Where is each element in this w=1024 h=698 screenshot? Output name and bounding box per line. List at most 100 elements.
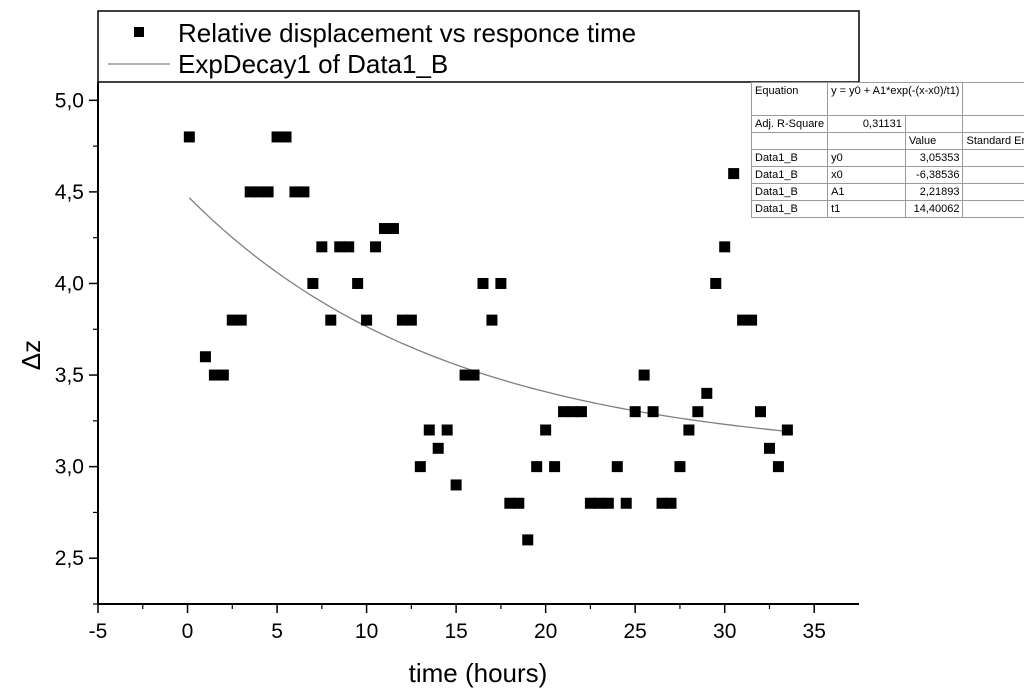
legend-marker-square	[134, 27, 144, 37]
data-point	[253, 186, 265, 198]
x-tick-label: 25	[623, 620, 646, 643]
fit-table-param: A1	[827, 183, 906, 201]
data-point	[325, 314, 337, 326]
data-point	[414, 461, 426, 473]
data-point	[755, 406, 767, 418]
fit-table-equation: y = y0 + A1*exp(-(x-x0)/t1)	[827, 82, 964, 116]
legend: Relative displacement vs responce time E…	[97, 10, 860, 83]
data-point	[737, 314, 749, 326]
x-tick-label: 5	[271, 620, 283, 643]
fit-table-empty-cell	[827, 132, 906, 150]
data-point	[495, 277, 507, 289]
fit-table-param: x0	[827, 166, 906, 184]
y-tick-label: 4,5	[55, 181, 84, 204]
data-point	[361, 314, 373, 326]
data-point	[692, 406, 704, 418]
data-point	[226, 314, 238, 326]
data-point	[423, 424, 435, 436]
fit-table-param: y0	[827, 149, 906, 167]
data-point	[593, 497, 605, 509]
fit-table-r2-value: 0,31131	[827, 115, 906, 133]
fit-table-empty-cell	[962, 82, 1024, 116]
fit-curve-layer	[188, 197, 788, 432]
data-point	[602, 497, 614, 509]
data-point	[504, 497, 516, 509]
data-point	[405, 314, 417, 326]
data-point	[575, 406, 587, 418]
data-point	[674, 461, 686, 473]
fit-table-equation-label: Equation	[750, 82, 829, 116]
data-point	[387, 223, 399, 235]
data-point	[343, 241, 355, 253]
axes: -5 0 5 10 15 20 25 30 35 2,5 3,0 3,5 4,0 4,5 5,0	[55, 82, 859, 643]
fit-table-value: 3,05353	[904, 149, 964, 167]
fit-table-value: -6,38536	[904, 166, 964, 184]
data-point	[531, 461, 543, 473]
data-point	[522, 534, 534, 546]
data-point	[620, 497, 632, 509]
fit-table-dataset: Data1_B	[750, 149, 829, 167]
data-point	[647, 406, 659, 418]
data-point	[432, 442, 444, 454]
data-point	[459, 369, 471, 381]
fit-table-col-std: Standard Error	[962, 132, 1024, 150]
y-axis-title: Δz	[16, 340, 46, 370]
y-tick-label: 2,5	[55, 547, 84, 570]
data-point	[683, 424, 695, 436]
data-point	[584, 497, 596, 509]
fit-table-empty-cell	[962, 200, 1024, 218]
fit-table-dataset: Data1_B	[750, 166, 829, 184]
legend-box	[97, 10, 860, 83]
fit-table-r2-label: Adj. R-Square	[750, 115, 829, 133]
x-tick-label: 35	[803, 620, 826, 643]
y-tick-label: 3,0	[55, 456, 84, 479]
fit-table-dataset: Data1_B	[750, 200, 829, 218]
data-point	[656, 497, 668, 509]
y-tick-label: 4,0	[55, 272, 84, 295]
data-point	[763, 442, 775, 454]
fit-table-empty-cell	[750, 132, 829, 150]
data-point	[183, 131, 195, 143]
data-point	[719, 241, 731, 253]
fit-results-table: Equation y = y0 + A1*exp(-(x-x0)/t1) Adj…	[750, 82, 1024, 218]
x-tick-label: -5	[89, 620, 108, 643]
fit-table-empty-cell	[962, 115, 1024, 133]
legend-label-data: Relative displacement vs responce time	[178, 18, 636, 48]
data-point	[513, 497, 525, 509]
data-point	[781, 424, 793, 436]
x-tick-label: 30	[713, 620, 736, 643]
fit-table-value: 14,40062	[904, 200, 964, 218]
data-point	[486, 314, 498, 326]
data-point	[235, 314, 247, 326]
data-point	[540, 424, 552, 436]
data-point	[701, 387, 713, 399]
data-point	[665, 497, 677, 509]
fit-table-empty-cell	[962, 149, 1024, 167]
fit-table-param: t1	[827, 200, 906, 218]
fit-table-empty-cell	[962, 166, 1024, 184]
fit-table-empty-cell	[904, 115, 964, 133]
data-point	[208, 369, 220, 381]
data-point	[262, 186, 274, 198]
data-point	[728, 168, 740, 180]
data-point	[450, 479, 462, 491]
x-tick-label: 0	[182, 620, 194, 643]
data-point	[298, 186, 310, 198]
legend-label-fit: ExpDecay1 of Data1_B	[178, 49, 448, 79]
data-point	[746, 314, 758, 326]
x-tick-label: 10	[355, 620, 378, 643]
data-point	[307, 277, 319, 289]
data-point	[396, 314, 408, 326]
data-point	[370, 241, 382, 253]
data-point	[629, 406, 641, 418]
y-tick-label: 5,0	[55, 89, 84, 112]
data-point	[549, 461, 561, 473]
data-point	[316, 241, 328, 253]
data-point	[477, 277, 489, 289]
data-point	[468, 369, 480, 381]
data-point	[289, 186, 301, 198]
x-axis-title: time (hours)	[409, 658, 548, 688]
data-point	[217, 369, 229, 381]
data-point	[352, 277, 364, 289]
data-point	[772, 461, 784, 473]
